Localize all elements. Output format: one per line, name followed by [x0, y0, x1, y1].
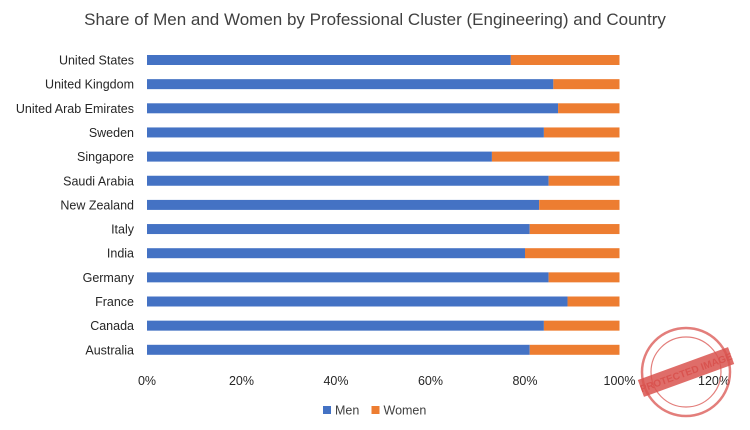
x-tick-label: 20%	[229, 374, 254, 388]
x-axis-ticks: 0% 20% 40% 60% 80% 100% 120%	[138, 374, 730, 388]
category-label-united-kingdom: United Kingdom	[45, 78, 134, 92]
bar-men-saudi-arabia	[147, 175, 549, 186]
category-label-saudi-arabia: Saudi Arabia	[63, 174, 134, 188]
bar-men-united-arab-emirates	[147, 103, 559, 114]
legend-label-women: Women	[384, 404, 427, 418]
bar-men-india	[147, 248, 525, 259]
bar-women-united-states	[510, 55, 620, 65]
stamp-inner-ring	[650, 336, 722, 408]
category-label-australia: Australia	[85, 343, 134, 357]
bar-men-canada	[147, 320, 544, 331]
bar-women-united-arab-emirates	[558, 103, 620, 114]
category-label-singapore: Singapore	[77, 150, 134, 164]
legend-label-men: Men	[335, 404, 359, 418]
bar-women-sweden	[543, 127, 620, 138]
category-label-india: India	[107, 247, 134, 261]
x-tick-label: 0%	[138, 374, 156, 388]
bar-women-germany	[548, 272, 620, 283]
bar-men-singapore	[147, 151, 492, 162]
bar-men-united-states	[147, 55, 511, 65]
bar-women-india	[525, 248, 620, 259]
category-label-new-zealand: New Zealand	[60, 198, 134, 212]
stamp-band	[637, 347, 735, 397]
x-tick-label: 80%	[512, 374, 537, 388]
watermark-stamp: PROTECTED IMAGE	[637, 326, 735, 418]
legend-swatch-women	[371, 406, 380, 414]
bar-women-united-kingdom	[553, 79, 620, 90]
category-label-italy: Italy	[111, 223, 135, 237]
category-labels: United States United Kingdom United Arab E…	[16, 54, 135, 358]
x-tick-label: 60%	[418, 374, 443, 388]
legend: Men Women	[323, 404, 426, 418]
bar-men-australia	[147, 344, 530, 355]
x-tick-label: 120%	[698, 374, 730, 388]
bar-men-germany	[147, 272, 549, 283]
bar-men-france	[147, 296, 568, 307]
category-label-germany: Germany	[83, 271, 135, 285]
bar-women-italy	[529, 224, 620, 235]
bar-women-new-zealand	[539, 199, 620, 210]
bar-women-australia	[529, 344, 620, 355]
bar-women-france	[567, 296, 620, 307]
legend-swatch-men	[323, 406, 331, 414]
category-label-united-arab-emirates: United Arab Emirates	[16, 102, 134, 116]
x-tick-label: 100%	[604, 374, 636, 388]
bar-women-singapore	[491, 151, 620, 162]
chart-title: Share of Men and Women by Professional C…	[84, 10, 666, 29]
bar-men-united-kingdom	[147, 79, 554, 90]
bar-men-italy	[147, 224, 530, 235]
category-label-sweden: Sweden	[89, 126, 134, 140]
bar-women-saudi-arabia	[548, 175, 620, 186]
bar-men-sweden	[147, 127, 544, 138]
x-tick-label: 40%	[323, 374, 348, 388]
category-label-united-states: United States	[59, 54, 134, 68]
stamp-outer-ring	[640, 326, 732, 418]
bar-men-new-zealand	[147, 199, 540, 210]
category-label-france: France	[95, 295, 134, 309]
bars-group	[147, 55, 620, 355]
category-label-canada: Canada	[90, 319, 134, 333]
bar-women-canada	[543, 320, 620, 331]
